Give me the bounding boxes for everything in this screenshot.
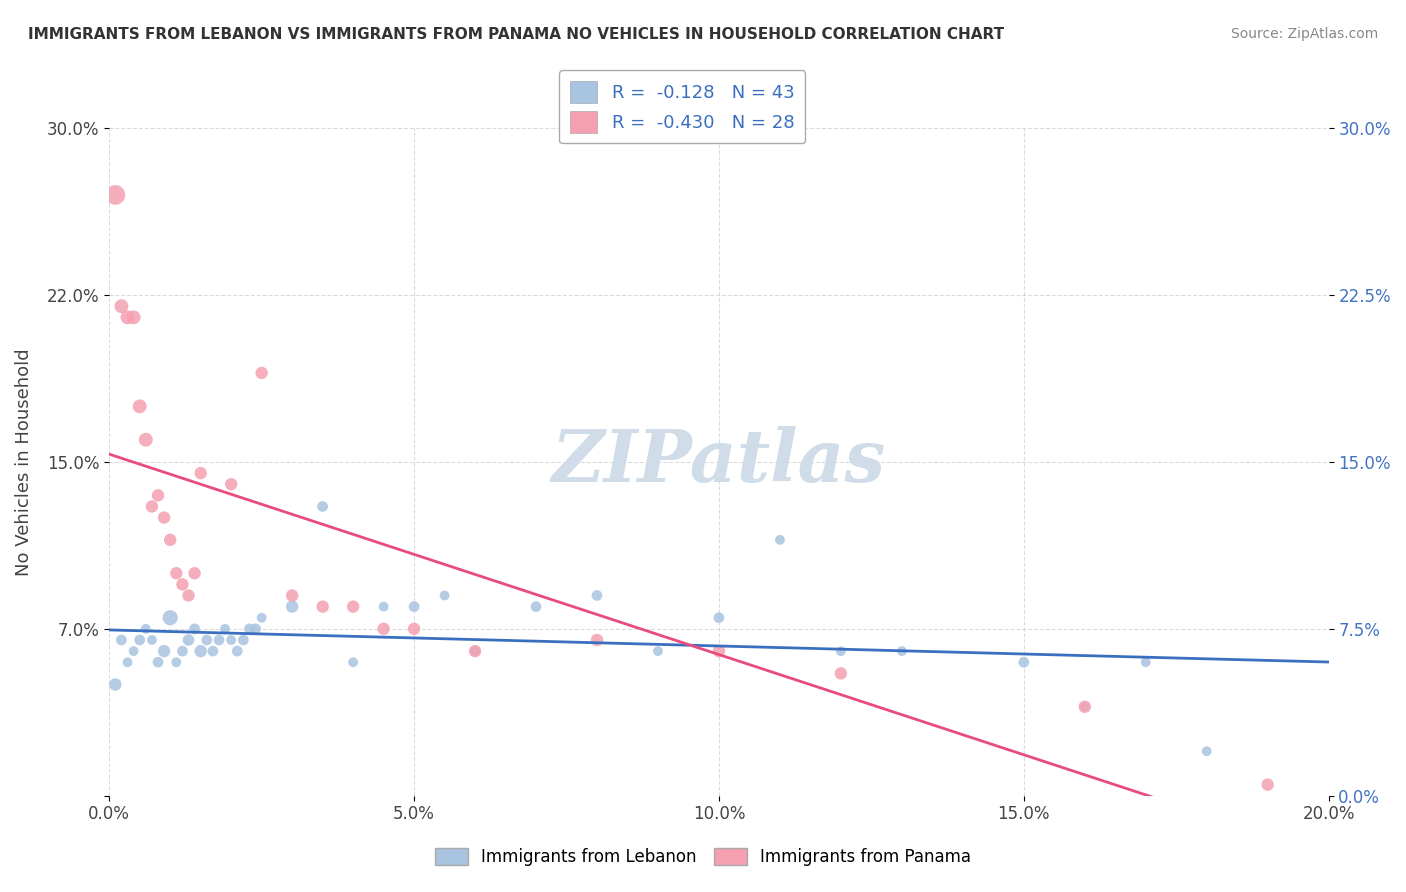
Point	[141, 632, 163, 647]
Point	[141, 500, 163, 514]
Point	[177, 589, 200, 603]
Point	[172, 644, 194, 658]
Point	[146, 655, 169, 669]
Point	[433, 589, 456, 603]
Point	[190, 644, 212, 658]
Point	[219, 632, 242, 647]
Point	[404, 622, 426, 636]
Point	[219, 477, 242, 491]
Legend: Immigrants from Lebanon, Immigrants from Panama: Immigrants from Lebanon, Immigrants from…	[426, 840, 980, 875]
Point	[177, 632, 200, 647]
Point	[1074, 699, 1097, 714]
Point	[250, 611, 273, 625]
Point	[172, 577, 194, 591]
Point	[183, 622, 205, 636]
Point	[586, 632, 609, 647]
Point	[830, 666, 852, 681]
Point	[165, 566, 187, 581]
Point	[1195, 744, 1218, 758]
Point	[208, 632, 231, 647]
Point	[122, 644, 145, 658]
Y-axis label: No Vehicles in Household: No Vehicles in Household	[15, 348, 32, 575]
Point	[250, 366, 273, 380]
Point	[195, 632, 218, 647]
Text: IMMIGRANTS FROM LEBANON VS IMMIGRANTS FROM PANAMA NO VEHICLES IN HOUSEHOLD CORRE: IMMIGRANTS FROM LEBANON VS IMMIGRANTS FR…	[28, 27, 1004, 42]
Point	[373, 622, 395, 636]
Point	[404, 599, 426, 614]
Point	[342, 599, 364, 614]
Point	[110, 632, 132, 647]
Text: Source: ZipAtlas.com: Source: ZipAtlas.com	[1230, 27, 1378, 41]
Point	[201, 644, 224, 658]
Point	[128, 400, 150, 414]
Point	[1074, 699, 1097, 714]
Point	[104, 188, 127, 202]
Point	[281, 589, 304, 603]
Point	[707, 611, 730, 625]
Point	[214, 622, 236, 636]
Point	[769, 533, 792, 547]
Point	[159, 611, 181, 625]
Point	[117, 310, 139, 325]
Point	[190, 466, 212, 480]
Point	[311, 599, 333, 614]
Point	[524, 599, 547, 614]
Point	[153, 510, 176, 524]
Point	[373, 599, 395, 614]
Point	[232, 632, 254, 647]
Point	[586, 589, 609, 603]
Point	[830, 644, 852, 658]
Point	[245, 622, 267, 636]
Point	[183, 566, 205, 581]
Legend: R =  -0.128   N = 43, R =  -0.430   N = 28: R = -0.128 N = 43, R = -0.430 N = 28	[560, 70, 806, 144]
Point	[647, 644, 669, 658]
Point	[122, 310, 145, 325]
Point	[238, 622, 260, 636]
Point	[464, 644, 486, 658]
Point	[1135, 655, 1157, 669]
Point	[1012, 655, 1035, 669]
Point	[135, 622, 157, 636]
Point	[110, 299, 132, 313]
Point	[707, 644, 730, 658]
Text: ZIPatlas: ZIPatlas	[553, 426, 886, 498]
Point	[890, 644, 912, 658]
Point	[281, 599, 304, 614]
Point	[135, 433, 157, 447]
Point	[153, 644, 176, 658]
Point	[104, 677, 127, 691]
Point	[226, 644, 249, 658]
Point	[117, 655, 139, 669]
Point	[342, 655, 364, 669]
Point	[128, 632, 150, 647]
Point	[311, 500, 333, 514]
Point	[146, 488, 169, 502]
Point	[1257, 778, 1279, 792]
Point	[165, 655, 187, 669]
Point	[159, 533, 181, 547]
Point	[464, 644, 486, 658]
